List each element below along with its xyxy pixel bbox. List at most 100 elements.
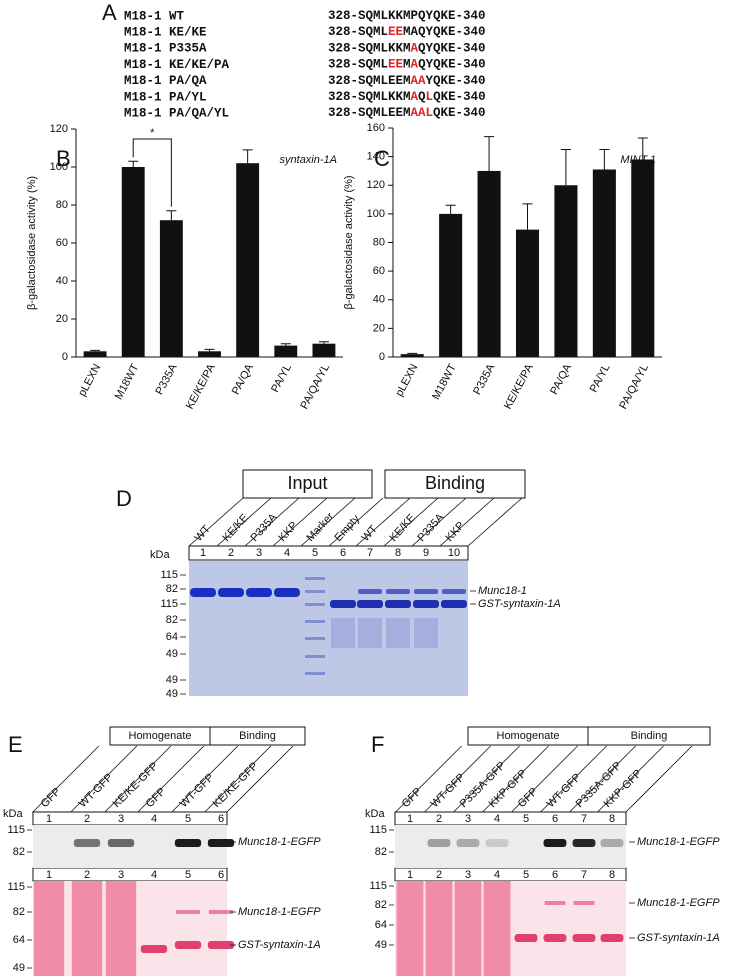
significance-label: * <box>150 127 155 139</box>
band <box>174 839 202 847</box>
panel-label: F <box>371 732 384 757</box>
unit-label: kDa <box>150 549 170 561</box>
lane-label: WT-GFP <box>178 771 217 810</box>
y-tick-label: 40 <box>56 275 68 287</box>
bar <box>477 170 501 357</box>
lane-number: 6 <box>552 813 558 825</box>
band <box>357 600 383 608</box>
band <box>385 600 411 608</box>
lane-label: KE/KE <box>387 512 418 544</box>
sequence-segment: EE <box>388 25 403 39</box>
marker-label: 49 <box>166 648 178 660</box>
band <box>456 839 480 847</box>
sequence-segment: QYQKE-340 <box>418 42 486 56</box>
bar <box>274 345 298 357</box>
error-bar <box>242 149 253 164</box>
ladder-band <box>305 672 325 675</box>
sequence: 328-SQMLEEMAAYQKE-340 <box>328 74 486 88</box>
lane-divider <box>70 745 138 813</box>
construct-name: M18-1 P335A <box>124 42 207 56</box>
bar <box>631 159 655 357</box>
sequence-segment: QKE-340 <box>433 90 486 104</box>
sequence-segment: A <box>411 58 419 72</box>
smear <box>396 881 424 976</box>
sequence-segment: QKE-340 <box>433 106 486 120</box>
lane-divider <box>383 497 439 547</box>
lane-divider <box>411 497 467 547</box>
sequence-segment: MAQYQKE-340 <box>403 25 486 39</box>
lane-number: 3 <box>465 869 471 881</box>
y-axis-label: β-galactosidase activity (%) <box>26 176 38 310</box>
x-tick-label: M18WT <box>430 362 459 402</box>
ladder-band <box>305 603 325 606</box>
y-tick-label: 160 <box>367 122 385 134</box>
group-label: Binding <box>239 730 276 742</box>
lane-divider <box>171 745 239 813</box>
error-bar <box>484 136 495 171</box>
group-label: Homogenate <box>497 730 560 742</box>
construct-name: M18-1 PA/QA/YL <box>124 106 229 120</box>
panel-label: A <box>102 0 117 25</box>
sequence-segment: A <box>411 90 419 104</box>
lane-label: P335A <box>248 511 279 544</box>
ladder-band <box>305 590 325 593</box>
x-tick-label: PA/YL <box>588 362 613 394</box>
group-label: Binding <box>425 473 485 493</box>
construct-name: M18-1 KE/KE/PA <box>124 58 230 72</box>
lane-divider <box>395 745 462 813</box>
error-bar <box>280 343 291 346</box>
x-tick-label: PA/QA <box>548 362 574 397</box>
band <box>573 901 595 905</box>
y-axis-label: β-galactosidase activity (%) <box>343 175 355 309</box>
lane-number: 3 <box>118 813 124 825</box>
marker-label: 82 <box>166 583 178 595</box>
y-tick-label: 60 <box>373 265 385 277</box>
lane-number: 7 <box>581 869 587 881</box>
lane-number: 4 <box>494 869 500 881</box>
sequence: 328-SQMLEEMAQYQKE-340 <box>328 25 486 39</box>
band-label: Munc18-1 <box>478 585 527 597</box>
group-box <box>242 469 373 499</box>
lane-number: 4 <box>494 813 500 825</box>
lane-divider <box>439 497 495 547</box>
lane-number-row <box>32 811 228 826</box>
bar <box>439 213 463 357</box>
lane-number: 6 <box>218 869 224 881</box>
lane-divider <box>244 497 300 547</box>
band <box>107 839 135 847</box>
sequence-segment: Q <box>418 90 426 104</box>
sequence-segment: 328-SQML <box>328 58 388 72</box>
group-label: Input <box>287 473 327 493</box>
band <box>175 910 201 914</box>
ladder-band <box>305 637 325 640</box>
smear <box>358 618 382 648</box>
x-tick-label: pLEXN <box>76 362 103 398</box>
smear <box>105 881 137 976</box>
lane-number: 9 <box>423 547 429 559</box>
lane-number: 4 <box>151 869 157 881</box>
lane-number: 1 <box>407 869 413 881</box>
y-tick-label: 120 <box>50 123 68 135</box>
lane-number: 5 <box>185 869 191 881</box>
x-tick-label: PA/YL <box>269 362 294 394</box>
band <box>386 589 410 594</box>
marker-label: 82 <box>166 614 178 626</box>
lane-number: 5 <box>312 547 318 559</box>
lane-number: 3 <box>465 813 471 825</box>
lane-number: 7 <box>367 547 373 559</box>
sequence-segment: 328-SQML <box>328 25 388 39</box>
lane-number: 1 <box>200 547 206 559</box>
lane-number: 8 <box>395 547 401 559</box>
lane-divider <box>355 497 411 547</box>
band-label: GST-syntaxin-1A <box>637 932 720 944</box>
lane-number: 2 <box>84 813 90 825</box>
band <box>413 600 439 608</box>
error-bar <box>637 137 648 160</box>
marker-label: 82 <box>13 906 25 918</box>
bar <box>592 169 616 357</box>
lane-number: 2 <box>228 547 234 559</box>
lane-number: 1 <box>407 813 413 825</box>
sequence-segment: AAL <box>411 106 434 120</box>
sequence-segment: AA <box>411 74 427 88</box>
